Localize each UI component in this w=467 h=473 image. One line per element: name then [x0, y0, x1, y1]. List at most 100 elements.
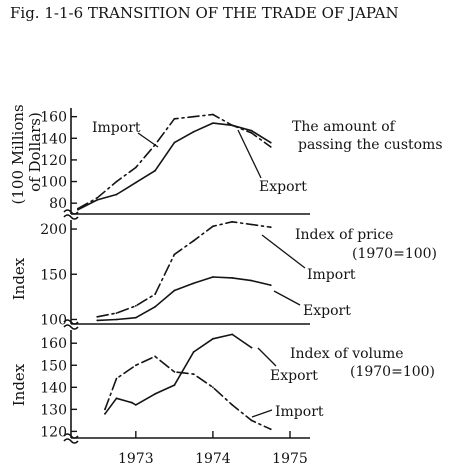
export-data-point [250, 346, 253, 349]
import-data-point [269, 226, 272, 229]
export-data-point [77, 208, 79, 211]
panel-2-y-label: Index [10, 257, 28, 300]
export-data-point [250, 279, 253, 282]
panel-2-import-leader [261, 234, 306, 269]
panel-1-import-leader [137, 132, 159, 148]
y-tick-label: 80 [49, 196, 67, 212]
panel-1-series [77, 113, 272, 211]
panel-1-export-label: Export [259, 179, 307, 195]
import-data-point [173, 253, 176, 256]
export-data-point [154, 169, 157, 172]
export-data-point [134, 181, 137, 184]
panel-1-title-line-1: The amount of [292, 119, 397, 135]
export-data-point [269, 284, 272, 286]
import-data-point [96, 315, 99, 318]
import-data-point [269, 146, 272, 148]
panel-3-title-line-2: (1970=100) [350, 364, 435, 380]
import-data-point [154, 293, 157, 296]
import-data-point [134, 166, 137, 169]
import-series-line [104, 355, 272, 431]
export-data-point [231, 124, 234, 127]
export-data-point [104, 412, 106, 415]
import-data-point [173, 371, 176, 373]
import-data-point [104, 408, 106, 411]
y-tick-label: 150 [40, 358, 67, 374]
import-data-point [134, 364, 137, 367]
y-tick-label: 140 [40, 380, 67, 396]
panel-3-y-label: Index [10, 363, 28, 406]
export-data-point [212, 122, 214, 124]
y-tick-label: 100 [40, 312, 67, 328]
panel-2-export-leader [273, 290, 301, 306]
panel-3-import-leader [251, 409, 273, 418]
export-series-line [77, 122, 272, 211]
export-data-point [115, 318, 118, 321]
import-data-point [192, 115, 195, 118]
price-index-panel: Index 100 150 200 Index of price (1970=100… [10, 220, 437, 330]
export-data-point [269, 141, 272, 144]
panel-3-series [104, 333, 272, 431]
import-data-point [231, 404, 234, 406]
import-data-point [96, 196, 99, 199]
import-data-point [212, 113, 214, 116]
panel-3-export-label: Export [270, 368, 318, 384]
export-data-point [173, 289, 176, 292]
export-series-line [104, 333, 253, 415]
panel-1-export-leader [237, 129, 262, 179]
panel-3-import-label: Import [275, 404, 324, 420]
panel-2-title-line-2: (1970=100) [352, 246, 437, 262]
figure-title: Fig. 1-1-6 TRANSITION OF THE TRADE OF JA… [10, 4, 399, 22]
export-data-point [154, 393, 157, 395]
y-tick-label: 160 [40, 336, 67, 352]
export-series-line [96, 276, 272, 322]
import-data-point [115, 377, 118, 380]
volume-index-panel: Index 120 130 140 150 160 1973 1974 1975 Index… [10, 330, 435, 467]
y-tick-label: 150 [40, 267, 67, 283]
panel-2-y-ticks: 100 150 200 [40, 222, 77, 328]
export-data-point [192, 130, 195, 133]
panel-2-import-label: Import [307, 267, 356, 283]
panel-1-y-label: (100 Millions of Dollars) [9, 100, 44, 205]
panel-3-axis-break [63, 433, 79, 444]
export-data-point [231, 333, 234, 336]
panel-3-export-leader [257, 347, 277, 367]
panel-2-title-line-1: Index of price [295, 227, 393, 243]
import-data-point [231, 220, 234, 223]
import-data-point [154, 355, 157, 358]
panel-2-series [96, 220, 272, 322]
customs-amount-panel: (100 Millions of Dollars) 80 100 120 140 160… [9, 100, 443, 220]
y-tick-label: 100 [40, 175, 67, 191]
export-data-point [134, 316, 137, 319]
export-data-point [115, 193, 118, 196]
export-data-point [250, 129, 253, 132]
import-data-point [115, 312, 118, 314]
panel-1-y-ticks: 80 100 120 140 160 [40, 110, 77, 212]
export-data-point [96, 319, 99, 322]
export-data-point [115, 397, 118, 400]
import-data-point [250, 223, 253, 226]
export-data-point [173, 141, 176, 144]
import-data-point [250, 419, 253, 422]
y-tick-label: 140 [40, 131, 67, 147]
import-data-point [192, 239, 195, 242]
import-data-point [173, 117, 176, 120]
export-data-point [96, 199, 99, 201]
export-data-point [192, 282, 195, 285]
y-tick-label: 120 [40, 424, 67, 440]
panel-1-import-label: Import [92, 120, 141, 136]
x-tick-label: 1974 [195, 451, 231, 467]
panel-2-export-label: Export [303, 303, 351, 319]
import-data-point [212, 225, 214, 228]
import-data-point [192, 373, 195, 375]
export-data-point [154, 305, 157, 308]
export-data-point [212, 276, 214, 278]
panel-2-axis-break [63, 319, 79, 330]
y-tick-label: 200 [40, 222, 67, 238]
import-data-point [212, 386, 214, 389]
x-axis-ticks: 1973 1974 1975 [118, 431, 308, 467]
x-tick-label: 1973 [118, 451, 154, 467]
export-data-point [212, 337, 214, 340]
import-series-line [96, 221, 272, 318]
export-data-point [173, 384, 176, 386]
